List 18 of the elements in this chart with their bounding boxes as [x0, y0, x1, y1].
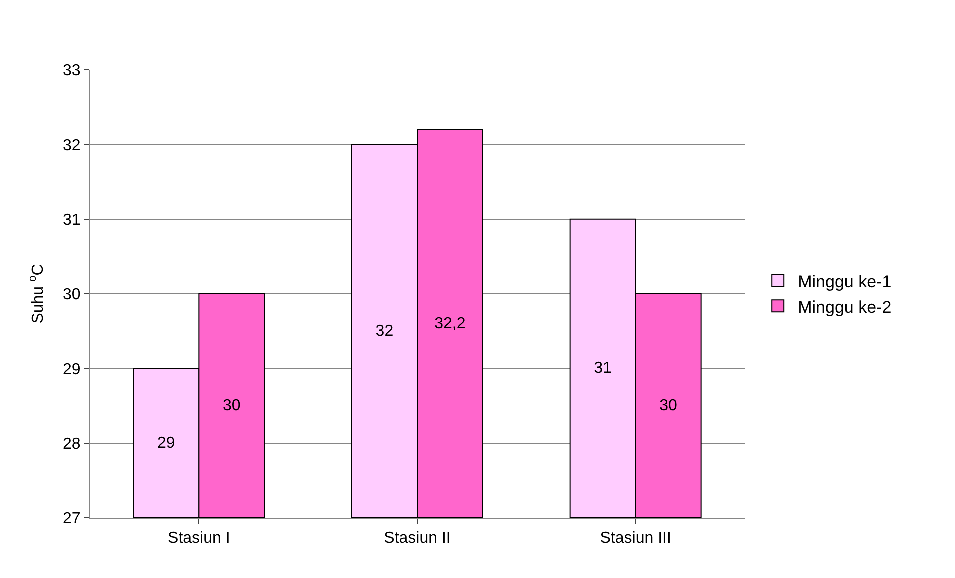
data-label: 31 [594, 360, 612, 378]
x-tick-label: Stasiun I [168, 530, 230, 548]
legend-label: Minggu ke-2 [798, 298, 892, 317]
y-tick-label: 33 [63, 62, 81, 80]
data-label: 30 [222, 398, 241, 414]
data-label: 30 [660, 398, 678, 414]
y-tick-label: 27 [63, 510, 81, 528]
x-tick-label: Stasiun III [600, 530, 672, 548]
y-tick-label: 28 [63, 436, 81, 453]
y-tick-label: 32 [63, 137, 81, 154]
y-tick-label: 31 [63, 212, 81, 229]
legend-label: Minggu ke-1 [798, 272, 892, 292]
data-label: 32,2 [434, 315, 466, 332]
y-tick-label: 29 [63, 361, 81, 378]
y-tick-label: 30 [63, 286, 81, 304]
data-label: 29 [157, 434, 176, 452]
data-label: 32 [376, 322, 394, 340]
x-tick-label: Stasiun II [384, 530, 451, 548]
